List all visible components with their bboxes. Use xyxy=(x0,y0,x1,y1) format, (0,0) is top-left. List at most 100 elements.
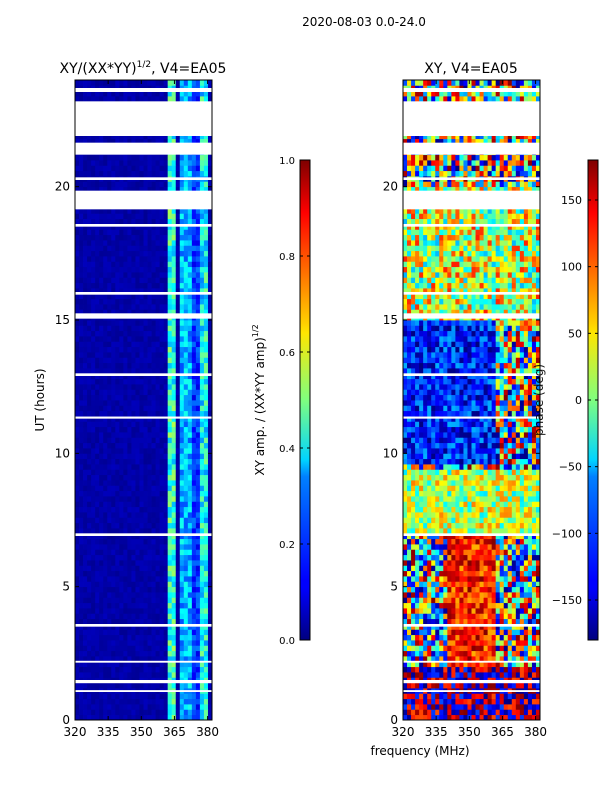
heatmap-cell xyxy=(143,357,148,364)
heatmap-cell xyxy=(119,160,124,166)
heatmap-cell xyxy=(175,474,181,481)
heatmap-cell xyxy=(175,682,181,689)
heatmap-cell xyxy=(175,352,181,358)
heatmap-cell xyxy=(115,389,120,396)
heatmap-cell xyxy=(187,608,193,614)
heatmap-cell xyxy=(103,714,108,721)
heatmap-cell xyxy=(147,261,152,268)
heatmap-cell xyxy=(175,96,181,102)
heatmap-cell xyxy=(111,261,116,268)
heatmap-cell xyxy=(87,453,92,460)
heatmap-cell xyxy=(115,282,120,289)
heatmap-cell xyxy=(91,138,96,145)
heatmap-cell xyxy=(79,448,84,454)
heatmap-cell xyxy=(79,709,84,716)
heatmap-cell xyxy=(83,597,88,604)
heatmap-cell xyxy=(403,624,408,630)
heatmap-cell xyxy=(535,650,541,657)
heatmap-cell xyxy=(179,597,185,604)
heatmap-cell xyxy=(115,336,120,342)
heatmap-cell xyxy=(431,586,436,593)
heatmap-cell xyxy=(79,581,84,588)
heatmap-cell xyxy=(527,656,533,662)
heatmap-cell xyxy=(103,613,108,620)
heatmap-cell xyxy=(203,640,209,646)
heatmap-cell xyxy=(499,656,505,662)
heatmap-cell xyxy=(411,640,416,646)
heatmap-cell xyxy=(87,474,92,481)
heatmap-cell xyxy=(199,421,205,428)
heatmap-cell xyxy=(163,336,169,342)
heatmap-cell xyxy=(191,709,197,716)
heatmap-cell xyxy=(163,245,169,252)
heatmap-cell xyxy=(139,501,144,508)
heatmap-cell xyxy=(143,501,148,508)
heatmap-cell xyxy=(195,432,201,438)
heatmap-cell xyxy=(107,229,112,236)
heatmap-cell xyxy=(479,709,484,716)
heatmap-cell xyxy=(127,506,132,513)
heatmap-cell xyxy=(187,400,193,406)
heatmap-cell xyxy=(179,656,185,662)
heatmap-cell xyxy=(183,506,189,513)
heatmap-cell xyxy=(411,704,416,710)
heatmap-cell xyxy=(487,693,493,700)
heatmap-cell xyxy=(139,709,144,716)
heatmap-cell xyxy=(87,154,92,161)
heatmap-cell xyxy=(127,538,132,545)
heatmap-cell xyxy=(167,709,173,716)
heatmap-cell xyxy=(207,154,213,161)
heatmap-cell xyxy=(91,469,96,476)
heatmap-cell xyxy=(83,336,88,342)
heatmap-cell xyxy=(87,469,92,476)
heatmap-cell xyxy=(107,320,112,326)
heatmap-cell xyxy=(119,432,124,438)
heatmap-cell xyxy=(523,597,529,604)
heatmap-cell xyxy=(203,96,209,102)
heatmap-cell xyxy=(155,448,161,454)
heatmap-cell xyxy=(127,682,132,689)
heatmap-cell xyxy=(143,714,148,721)
heatmap-cell xyxy=(151,533,156,540)
phase-heatmap xyxy=(403,80,541,721)
heatmap-cell xyxy=(187,304,193,310)
heatmap-cell xyxy=(95,474,100,481)
heatmap-cell xyxy=(523,672,529,678)
heatmap-cell xyxy=(79,592,84,598)
heatmap-cell xyxy=(91,213,96,220)
heatmap-cell xyxy=(423,640,428,646)
heatmap-cell xyxy=(203,506,209,513)
heatmap-cell xyxy=(515,629,521,636)
heatmap-cell xyxy=(163,240,169,246)
heatmap-cell xyxy=(75,346,80,353)
heatmap-cell xyxy=(191,533,197,540)
heatmap-cell xyxy=(463,618,468,625)
heatmap-cell xyxy=(179,389,185,396)
heatmap-cell xyxy=(487,624,493,630)
heatmap-cell xyxy=(127,602,132,609)
heatmap-cell xyxy=(151,208,156,214)
heatmap-cell xyxy=(187,586,193,593)
heatmap-cell xyxy=(435,602,440,609)
heatmap-cell xyxy=(203,346,209,353)
heatmap-cell xyxy=(155,581,161,588)
heatmap-cell xyxy=(79,437,84,444)
heatmap-cell xyxy=(115,661,120,668)
heatmap-cell xyxy=(179,186,185,193)
heatmap-cell xyxy=(207,554,213,561)
heatmap-cell xyxy=(163,341,169,348)
heatmap-cell xyxy=(155,96,161,102)
heatmap-cell xyxy=(131,405,136,412)
heatmap-cell xyxy=(131,378,136,385)
heatmap-cell xyxy=(207,442,213,449)
heatmap-cell xyxy=(495,597,501,604)
heatmap-cell xyxy=(83,464,88,470)
heatmap-cell xyxy=(171,442,177,449)
heatmap-cell xyxy=(163,629,169,636)
heatmap-cell xyxy=(435,613,440,620)
heatmap-cell xyxy=(163,698,169,705)
heatmap-cell xyxy=(111,309,116,316)
heatmap-cell xyxy=(179,405,185,412)
heatmap-cell xyxy=(407,602,412,609)
heatmap-cell xyxy=(119,165,124,172)
